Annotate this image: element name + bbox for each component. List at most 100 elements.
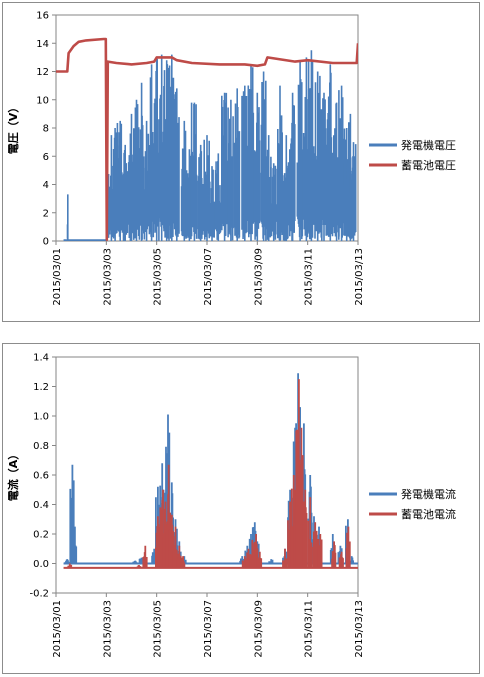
- generator-voltage-burst: [253, 92, 261, 241]
- generator-voltage-burst: [320, 92, 327, 241]
- y-tick-label: 12: [36, 67, 49, 78]
- generator-voltage-burst: [296, 61, 304, 241]
- current-spike: [241, 556, 247, 568]
- generator-voltage-burst: [282, 135, 290, 241]
- y-tick-label: 6: [43, 152, 49, 163]
- x-tick-label: 2015/03/13: [354, 600, 365, 658]
- current-spike: [66, 563, 73, 568]
- legend-label: 蓄電池電流: [401, 507, 456, 521]
- generator-voltage-burst: [247, 64, 255, 241]
- current-spike: [136, 565, 142, 568]
- series-generator: [63, 50, 357, 241]
- current-spike: [253, 534, 259, 568]
- y-tick-label: 2: [43, 208, 49, 219]
- generator-voltage-burst: [214, 153, 222, 241]
- current-spike: [168, 514, 174, 568]
- x-tick-label: 2015/03/11: [304, 248, 315, 306]
- x-tick-label: 2015/03/13: [354, 248, 365, 306]
- x-tick-label: 2015/03/01: [52, 600, 63, 658]
- y-tick-label: -0.2: [29, 589, 49, 600]
- current-spike: [176, 545, 182, 568]
- generator-voltage-burst: [241, 85, 248, 241]
- y-tick-label: 0: [43, 237, 49, 248]
- y-tick-label: 0.6: [33, 471, 49, 482]
- current-spike: [302, 489, 308, 568]
- x-tick-label: 2015/03/11: [304, 600, 315, 658]
- x-tick-label: 2015/03/09: [253, 600, 264, 658]
- voltage-chart: 0 2 4 6 8 10 12 14 16 2015/03/01 2015/03/03 2015/03…: [7, 11, 456, 306]
- x-tick-label: 2015/03/09: [253, 248, 264, 306]
- current-spike: [69, 464, 75, 564]
- current-spike: [142, 545, 148, 568]
- x-tick-label: 2015/03/07: [203, 600, 214, 658]
- current-spike: [307, 497, 313, 568]
- y-tick-label: 10: [36, 95, 49, 106]
- x-tick-label: 2015/03/01: [52, 248, 63, 306]
- current-spike: [256, 551, 263, 568]
- generator-voltage-burst: [276, 85, 283, 241]
- current-spike: [338, 551, 344, 568]
- generator-voltage-burst: [203, 135, 210, 241]
- current-spike: [245, 548, 251, 568]
- legend-label: 蓄電池電圧: [401, 159, 456, 172]
- battery-voltage-line: [56, 37, 358, 241]
- current-spike: [317, 534, 323, 568]
- current-spike: [180, 556, 186, 568]
- current-spike: [172, 526, 178, 568]
- generator-voltage-burst: [260, 71, 267, 241]
- y-tick-label: 0.2: [33, 530, 49, 541]
- series-battery: [56, 37, 358, 241]
- x-tick-label: 2015/03/05: [153, 600, 164, 658]
- y-axis-title: 電流（A）: [6, 449, 20, 502]
- y-tick-label: 1.4: [33, 353, 49, 364]
- generator-voltage-burst: [197, 144, 204, 241]
- y-axis-title: 電圧（V）: [7, 102, 20, 155]
- generator-voltage-burst: [233, 88, 241, 241]
- generator-voltage-burst: [190, 102, 198, 241]
- current-spike: [151, 548, 157, 564]
- generator-voltage-burst: [307, 50, 315, 241]
- current-spike: [64, 559, 70, 564]
- generator-voltage-burst: [227, 99, 234, 241]
- legend-label: 発電機電圧: [401, 138, 456, 152]
- x-tick-label: 2015/03/03: [102, 248, 113, 306]
- current-spike: [345, 526, 351, 568]
- x-tick-label: 2015/03/07: [203, 248, 214, 306]
- y-tick-label: 0.8: [33, 441, 49, 452]
- current-spike: [72, 526, 78, 564]
- generator-voltage-burst: [208, 166, 215, 241]
- series-battery: [63, 379, 358, 569]
- generator-voltage-burst: [349, 142, 357, 241]
- current-spike: [287, 501, 293, 568]
- voltage-chart-panel: 0 2 4 6 8 10 12 14 16 2015/03/01 2015/03/03 2015/03…: [2, 2, 480, 322]
- x-tick-label: 2015/03/03: [102, 600, 113, 658]
- y-tick-label: 8: [43, 124, 49, 135]
- current-spike: [249, 539, 255, 568]
- y-tick-label: 0.4: [33, 500, 49, 511]
- generator-voltage-burst: [314, 71, 321, 241]
- y-tick-label: 0.0: [33, 559, 49, 570]
- current-chart: -0.2 0.0 0.2 0.4 0.6 0.8 1.0 1.2 1.4 2015/03/01 20…: [6, 353, 456, 658]
- current-spike: [138, 557, 144, 564]
- generator-voltage-burst: [163, 60, 170, 241]
- y-tick-label: 1.0: [33, 412, 49, 423]
- current-spike: [298, 427, 304, 568]
- generator-voltage-burst: [289, 92, 296, 241]
- current-spike: [331, 541, 337, 568]
- current-spike: [282, 548, 288, 568]
- generator-voltage-burst: [326, 64, 334, 241]
- current-spike: [132, 560, 138, 564]
- current-spike: [312, 522, 318, 568]
- generator-voltage-burst: [221, 92, 228, 241]
- generator-voltage-burst: [121, 144, 129, 241]
- generator-voltage-burst: [173, 88, 180, 241]
- y-tick-label: 1.2: [33, 382, 49, 393]
- current-spike: [268, 559, 274, 564]
- generator-voltage-burst: [270, 163, 277, 241]
- x-tick-label: 2015/03/05: [153, 248, 164, 306]
- legend-label: 発電機電流: [401, 487, 456, 501]
- y-tick-label: 4: [43, 180, 49, 191]
- y-tick-label: 14: [36, 39, 49, 50]
- current-chart-panel: -0.2 0.0 0.2 0.4 0.6 0.8 1.0 1.2 1.4 2015/03/01 20…: [2, 343, 480, 674]
- y-tick-label: 16: [36, 11, 49, 22]
